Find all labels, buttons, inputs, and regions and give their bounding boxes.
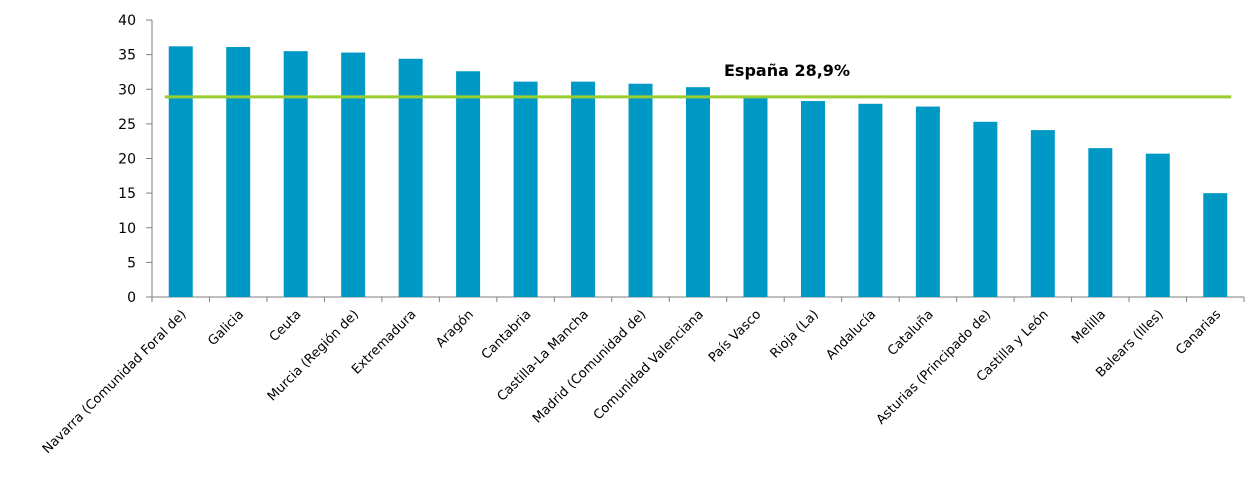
bar xyxy=(1145,153,1170,297)
y-tick-label: 40 xyxy=(118,13,136,29)
bar xyxy=(1030,130,1055,297)
category-labels: Navarra (Comunidad Foral de) Galicia Ceuta… xyxy=(40,307,1224,457)
bars xyxy=(168,46,1228,298)
bar xyxy=(858,103,883,297)
bar xyxy=(283,51,308,297)
y-axis: 0 5 10 15 20 25 30 35 40 xyxy=(118,13,153,306)
y-tick-label: 0 xyxy=(127,290,136,306)
y-tick-label: 15 xyxy=(118,186,136,202)
category-label: Canarias xyxy=(1173,307,1224,358)
bar xyxy=(973,121,998,297)
category-label: País Vasco xyxy=(706,307,764,365)
bar xyxy=(456,71,481,298)
bar xyxy=(571,81,596,297)
bar xyxy=(743,97,768,297)
category-label: Comunidad Valenciana xyxy=(591,307,707,423)
bar xyxy=(513,81,538,297)
category-label: Madrid (Comunidad de) xyxy=(530,307,649,426)
y-tick-label: 25 xyxy=(118,117,136,133)
category-label: Andalucía xyxy=(823,307,879,363)
category-label: Navarra (Comunidad Foral de) xyxy=(40,307,190,457)
bar xyxy=(686,87,710,297)
bar xyxy=(1088,148,1113,297)
category-label: Ceuta xyxy=(267,307,305,345)
bar xyxy=(398,58,423,297)
bar xyxy=(341,52,366,297)
y-tick-label: 35 xyxy=(118,48,136,64)
y-tick-label: 10 xyxy=(118,221,136,237)
bar xyxy=(226,47,251,297)
y-tick-label: 20 xyxy=(118,152,136,168)
bar xyxy=(628,83,653,298)
category-label: Galicia xyxy=(205,307,247,349)
x-axis xyxy=(151,296,1245,302)
category-label: Asturias (Principado de) xyxy=(874,307,994,427)
category-label: Cantabria xyxy=(479,307,535,363)
y-tick-label: 5 xyxy=(127,255,136,271)
bar xyxy=(168,46,193,297)
bar xyxy=(800,101,825,298)
bar xyxy=(915,106,940,297)
bar xyxy=(1203,193,1228,297)
reference-label: España 28,9% xyxy=(724,61,850,80)
category-label: Melilla xyxy=(1069,307,1109,347)
category-label: Cataluña xyxy=(885,307,937,359)
category-label: Aragón xyxy=(433,307,477,351)
y-tick-label: 30 xyxy=(118,82,136,98)
category-label: Rioja (La) xyxy=(768,307,822,361)
